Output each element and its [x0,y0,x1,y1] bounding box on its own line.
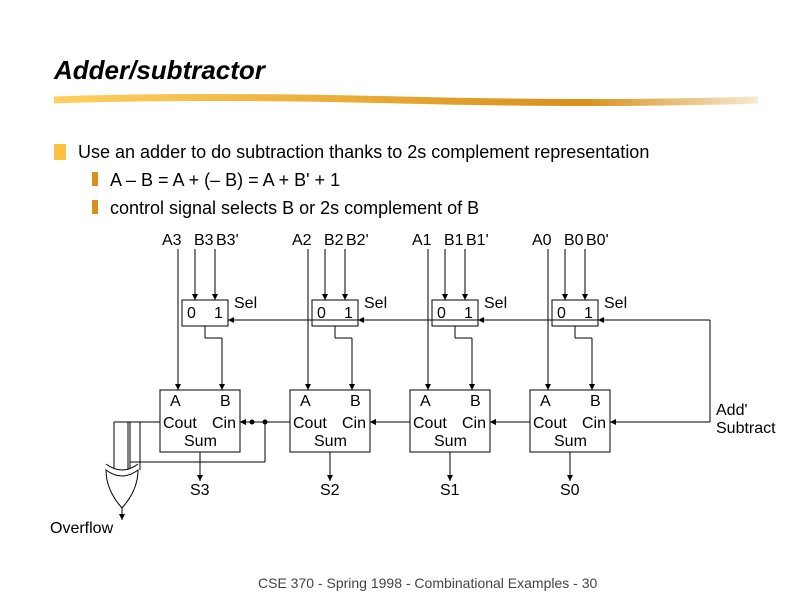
mux-0-label: 0 [317,305,326,322]
adder-cout-label: Cout [293,415,327,432]
sum-output-label: S3 [190,482,210,499]
input-a-label: A3 [162,232,182,249]
input-a-label: A1 [412,232,432,249]
mux-sel-label: Sel [484,295,507,312]
input-bprime-label: B0' [586,232,609,249]
adder-b-label: B [470,393,481,410]
mux-1-label: 1 [584,305,593,322]
adder-b-label: B [220,393,231,410]
input-b-label: B3 [194,232,214,249]
adder-cout-label: Cout [533,415,567,432]
input-bprime-label: B1' [466,232,489,249]
sum-output-label: S1 [440,482,460,499]
adder-sum-label: Sum [314,433,347,450]
adder-a-label: A [540,393,551,410]
input-b-label: B1 [444,232,464,249]
mux-sel-label: Sel [604,295,627,312]
sum-output-label: S2 [320,482,340,499]
mode-label: Add' Subtract [716,402,776,438]
input-b-label: B2 [324,232,344,249]
input-b-label: B0 [564,232,584,249]
adder-a-label: A [300,393,311,410]
adder-cin-label: Cin [462,415,486,432]
xor-gate-icon [106,470,138,508]
input-bprime-label: B3' [216,232,239,249]
mux-1-label: 1 [214,305,223,322]
mux-0-label: 0 [437,305,446,322]
circuit-diagram: A3B3B3'01SelABCoutCinSumS3A2B2B2'01SelAB… [0,0,800,600]
slide-footer: CSE 370 - Spring 1998 - Combinational Ex… [258,575,597,591]
input-a-label: A2 [292,232,312,249]
adder-b-label: B [350,393,361,410]
adder-cout-label: Cout [413,415,447,432]
overflow-label: Overflow [50,520,114,537]
adder-sum-label: Sum [184,433,217,450]
adder-a-label: A [420,393,431,410]
adder-cin-label: Cin [342,415,366,432]
adder-cout-label: Cout [163,415,197,432]
mux-0-label: 0 [187,305,196,322]
mux-sel-label: Sel [234,295,257,312]
adder-cin-label: Cin [212,415,236,432]
adder-sum-label: Sum [434,433,467,450]
adder-cin-label: Cin [582,415,606,432]
mux-sel-label: Sel [364,295,387,312]
mux-0-label: 0 [557,305,566,322]
input-a-label: A0 [532,232,552,249]
xor-gate-icon [106,464,138,470]
mux-1-label: 1 [344,305,353,322]
adder-b-label: B [590,393,601,410]
adder-sum-label: Sum [554,433,587,450]
sum-output-label: S0 [560,482,580,499]
input-bprime-label: B2' [346,232,369,249]
mux-1-label: 1 [464,305,473,322]
adder-a-label: A [170,393,181,410]
